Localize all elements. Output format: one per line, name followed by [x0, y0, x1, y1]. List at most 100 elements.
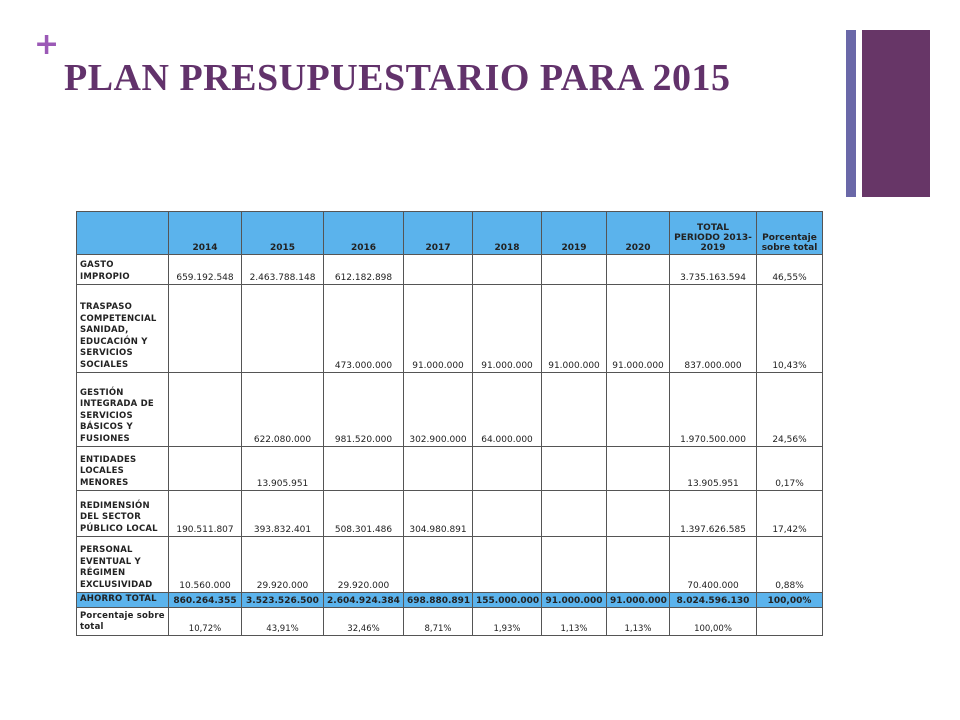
table-cell: 70.400.000 — [669, 536, 757, 593]
column-header: 2019 — [541, 211, 607, 255]
slide-title: PLAN PRESUPUESTARIO PARA 2015 — [64, 57, 731, 99]
table-cell: 508.301.486 — [323, 490, 404, 537]
table-cell — [323, 446, 404, 491]
table-cell: 29.920.000 — [241, 536, 324, 593]
column-header: 2020 — [606, 211, 670, 255]
table-cell — [541, 536, 607, 593]
table-cell: 0,88% — [756, 536, 823, 593]
table-cell: 13.905.951 — [241, 446, 324, 491]
table-cell — [541, 254, 607, 285]
column-header: TOTAL PERIODO 2013-2019 — [669, 211, 757, 255]
column-header: 2017 — [403, 211, 473, 255]
table-cell — [168, 446, 242, 491]
table-cell — [606, 536, 670, 593]
table-row: GASTO IMPROPIO 659.192.548 2.463.788.148 61… — [76, 254, 823, 285]
column-header: 2018 — [472, 211, 542, 255]
budget-table: 2014 2015 2016 2017 2018 2019 2020 TOTAL PERIOD… — [76, 211, 823, 636]
table-row: PERSONAL EVENTUAL Y RÉGIMEN EXCLUSIVIDAD… — [76, 536, 823, 593]
column-header: 2016 — [323, 211, 404, 255]
table-cell — [472, 254, 542, 285]
table-cell — [606, 372, 670, 447]
table-cell — [168, 372, 242, 447]
table-cell: 622.080.000 — [241, 372, 324, 447]
column-header: 2014 — [168, 211, 242, 255]
table-cell: 981.520.000 — [323, 372, 404, 447]
table-cell: 32,46% — [323, 606, 404, 636]
table-cell: 91.000.000 — [403, 284, 473, 373]
row-label: AHORRO TOTAL — [76, 592, 169, 608]
table-cell: 46,55% — [756, 254, 823, 285]
table-cell — [606, 490, 670, 537]
table-cell — [472, 536, 542, 593]
table-cell: 698.880.891 — [403, 592, 473, 608]
table-cell: 100,00% — [669, 606, 757, 636]
column-header: Porcentaje sobre total — [756, 211, 823, 255]
table-cell: 100,00% — [756, 592, 823, 608]
row-label: PERSONAL EVENTUAL Y RÉGIMEN EXCLUSIVIDAD — [76, 536, 169, 593]
table-cell — [403, 446, 473, 491]
table-cell — [472, 446, 542, 491]
table-cell: 29.920.000 — [323, 536, 404, 593]
table-cell: 13.905.951 — [669, 446, 757, 491]
table-cell: 1,93% — [472, 606, 542, 636]
table-body: GASTO IMPROPIO 659.192.548 2.463.788.148 61… — [76, 254, 823, 636]
table-cell: 190.511.807 — [168, 490, 242, 537]
table-cell: 2.463.788.148 — [241, 254, 324, 285]
table-cell: 64.000.000 — [472, 372, 542, 447]
table-row: TRASPASO COMPETENCIAL SANIDAD, EDUCACIÓN… — [76, 284, 823, 373]
table-cell: 91.000.000 — [541, 592, 607, 608]
decorative-bar-thin — [846, 30, 856, 197]
table-cell: 1.970.500.000 — [669, 372, 757, 447]
table-cell: 837.000.000 — [669, 284, 757, 373]
table-cell: 91.000.000 — [606, 284, 670, 373]
table-cell: 659.192.548 — [168, 254, 242, 285]
table-cell: 1,13% — [606, 606, 670, 636]
table-cell: 3.735.163.594 — [669, 254, 757, 285]
table-cell: 10,72% — [168, 606, 242, 636]
table-row: REDIMENSIÓN DEL SECTOR PÚBLICO LOCAL 190.… — [76, 490, 823, 537]
table-cell: 10,43% — [756, 284, 823, 373]
row-label: REDIMENSIÓN DEL SECTOR PÚBLICO LOCAL — [76, 490, 169, 537]
table-cell — [541, 446, 607, 491]
table-cell: 304.980.891 — [403, 490, 473, 537]
table-cell: 17,42% — [756, 490, 823, 537]
decorative-bar-thick — [862, 30, 930, 197]
table-cell — [241, 284, 324, 373]
table-cell — [606, 254, 670, 285]
table-cell: 1.397.626.585 — [669, 490, 757, 537]
table-cell: 393.832.401 — [241, 490, 324, 537]
total-row: AHORRO TOTAL 860.264.355 3.523.526.500 2.60… — [76, 592, 823, 608]
row-label: ENTIDADES LOCALES MENORES — [76, 446, 169, 491]
table-cell — [168, 284, 242, 373]
table-cell: 43,91% — [241, 606, 324, 636]
percent-row: Porcentaje sobre total 10,72% 43,91% 32,46%… — [76, 606, 823, 636]
table-cell: 91.000.000 — [606, 592, 670, 608]
table-cell — [403, 254, 473, 285]
column-header — [76, 211, 169, 255]
row-label: GASTO IMPROPIO — [76, 254, 169, 285]
table-cell: 24,56% — [756, 372, 823, 447]
column-header: 2015 — [241, 211, 324, 255]
table-cell: 1,13% — [541, 606, 607, 636]
table-cell: 473.000.000 — [323, 284, 404, 373]
table-cell: 155.000.000 — [472, 592, 542, 608]
table-row: ENTIDADES LOCALES MENORES 13.905.951 13.90… — [76, 446, 823, 491]
table-cell — [541, 490, 607, 537]
table-cell: 302.900.000 — [403, 372, 473, 447]
table-cell: 0,17% — [756, 446, 823, 491]
table-cell: 3.523.526.500 — [241, 592, 324, 608]
table-cell: 10.560.000 — [168, 536, 242, 593]
row-label: TRASPASO COMPETENCIAL SANIDAD, EDUCACIÓN… — [76, 284, 169, 373]
plus-icon: + — [34, 27, 60, 62]
table-cell: 8.024.596.130 — [669, 592, 757, 608]
table-header-row: 2014 2015 2016 2017 2018 2019 2020 TOTAL PERIOD… — [76, 211, 823, 255]
table-cell — [606, 446, 670, 491]
table-cell — [541, 372, 607, 447]
table-cell — [403, 536, 473, 593]
table-cell — [756, 606, 823, 636]
row-label: GESTIÓN INTEGRADA DE SERVICIOS BÁSICOS Y… — [76, 372, 169, 447]
table-cell: 8,71% — [403, 606, 473, 636]
table-cell: 612.182.898 — [323, 254, 404, 285]
table-cell: 91.000.000 — [541, 284, 607, 373]
table-cell — [472, 490, 542, 537]
